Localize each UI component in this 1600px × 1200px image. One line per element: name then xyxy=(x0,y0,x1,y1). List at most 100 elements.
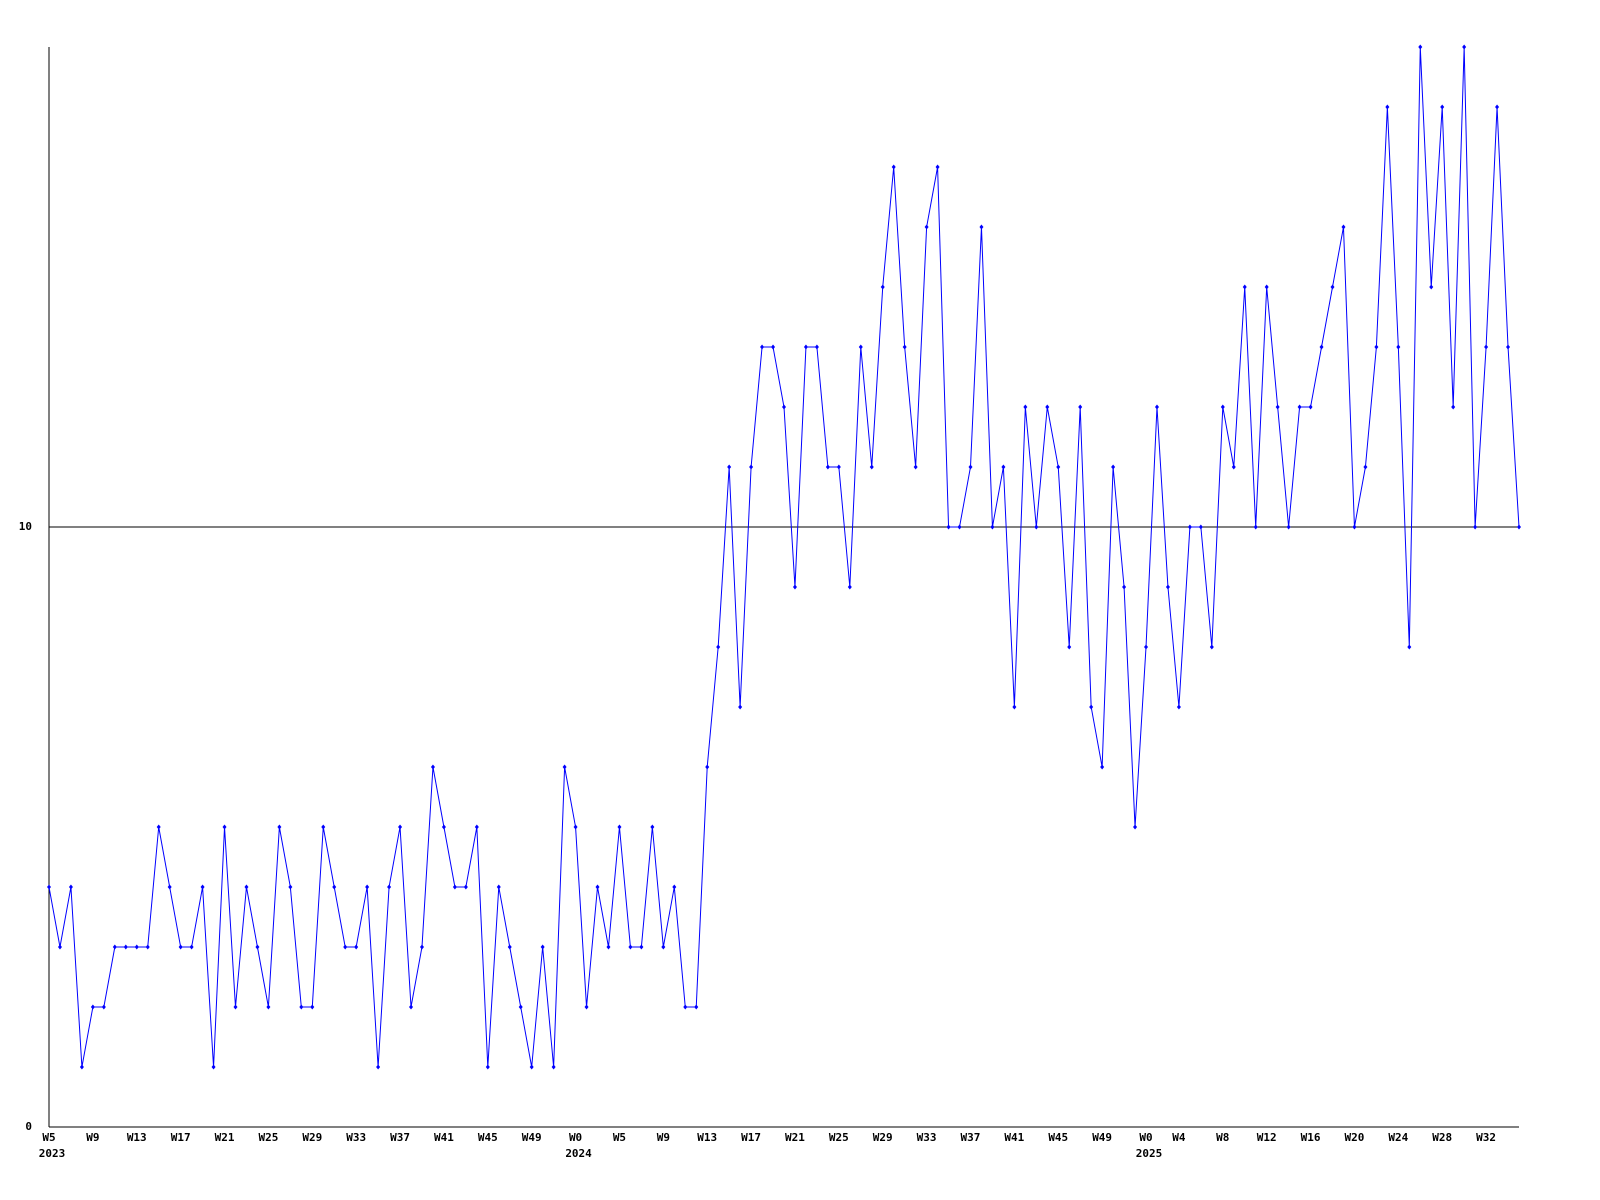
x-tick-label: W41 xyxy=(1004,1131,1024,1144)
x-tick-label: W25 xyxy=(829,1131,849,1144)
y-tick-label: 0 xyxy=(25,1120,32,1133)
data-point xyxy=(332,884,337,890)
x-tick-label: W49 xyxy=(522,1131,542,1144)
data-point xyxy=(1034,524,1039,530)
data-point xyxy=(1297,404,1302,410)
data-point xyxy=(946,524,951,530)
data-point xyxy=(452,884,457,890)
data-point xyxy=(1352,524,1357,530)
data-point xyxy=(1473,524,1478,530)
data-point xyxy=(189,944,194,950)
data-point xyxy=(1484,344,1489,350)
data-point xyxy=(1407,644,1412,650)
data-point xyxy=(518,1004,523,1010)
data-point xyxy=(211,1064,216,1070)
x-year-label: 2025 xyxy=(1136,1147,1163,1160)
data-point xyxy=(705,764,710,770)
data-point xyxy=(321,824,326,830)
data-point xyxy=(562,764,567,770)
data-point xyxy=(485,1064,490,1070)
x-year-label: 2023 xyxy=(39,1147,66,1160)
x-tick-label: W49 xyxy=(1092,1131,1112,1144)
data-point xyxy=(1089,704,1094,710)
data-point xyxy=(1330,284,1335,290)
data-point xyxy=(814,344,819,350)
x-tick-label: W29 xyxy=(302,1131,322,1144)
data-line xyxy=(48,46,1520,1068)
data-point xyxy=(288,884,293,890)
x-tick-label: W21 xyxy=(785,1131,805,1144)
data-point xyxy=(716,644,721,650)
data-point xyxy=(1209,644,1214,650)
x-tick-label: W0 xyxy=(569,1131,582,1144)
data-point xyxy=(496,884,501,890)
x-year-label: 2024 xyxy=(565,1147,592,1160)
data-point xyxy=(277,824,282,830)
x-tick-label: W17 xyxy=(171,1131,191,1144)
data-point xyxy=(1341,224,1346,230)
data-point xyxy=(167,884,172,890)
data-point xyxy=(365,884,370,890)
x-tick-label: W45 xyxy=(1048,1131,1068,1144)
x-tick-label: W32 xyxy=(1476,1131,1496,1144)
data-point xyxy=(573,824,578,830)
x-tick-label: W5 xyxy=(613,1131,626,1144)
x-tick-label: W45 xyxy=(478,1131,498,1144)
data-point xyxy=(1286,524,1291,530)
data-point xyxy=(1198,524,1203,530)
data-point xyxy=(661,944,666,950)
x-tick-label: W33 xyxy=(917,1131,937,1144)
data-point xyxy=(880,284,885,290)
y-tick-label: 10 xyxy=(19,520,32,533)
data-point xyxy=(1451,404,1456,410)
data-point xyxy=(858,344,863,350)
data-point xyxy=(1319,344,1324,350)
data-point xyxy=(1165,584,1170,590)
data-point xyxy=(760,344,765,350)
data-point xyxy=(1056,464,1061,470)
data-point xyxy=(1001,464,1006,470)
x-tick-label: W13 xyxy=(697,1131,717,1144)
x-tick-label: W4 xyxy=(1172,1131,1186,1144)
x-tick-label: W37 xyxy=(961,1131,981,1144)
data-point xyxy=(1045,404,1050,410)
data-point xyxy=(979,224,984,230)
x-tick-label: W16 xyxy=(1301,1131,1321,1144)
data-point xyxy=(968,464,973,470)
data-point xyxy=(310,1004,315,1010)
x-tick-label: W9 xyxy=(86,1131,99,1144)
data-point xyxy=(913,464,918,470)
data-point xyxy=(1220,404,1225,410)
data-point xyxy=(792,584,797,590)
x-tick-label: W41 xyxy=(434,1131,454,1144)
x-tick-label: W37 xyxy=(390,1131,410,1144)
data-point xyxy=(244,884,249,890)
data-point xyxy=(1308,404,1313,410)
data-point xyxy=(233,1004,238,1010)
data-point xyxy=(222,824,227,830)
data-point xyxy=(1242,284,1247,290)
data-point xyxy=(123,944,128,950)
data-point xyxy=(694,1004,699,1010)
data-point xyxy=(749,464,754,470)
data-point xyxy=(869,464,874,470)
data-point xyxy=(79,1064,84,1070)
data-point xyxy=(112,944,117,950)
data-point xyxy=(727,464,732,470)
data-point xyxy=(1100,764,1105,770)
data-point xyxy=(606,944,611,950)
data-point xyxy=(683,1004,688,1010)
data-point xyxy=(650,824,655,830)
x-tick-label: W13 xyxy=(127,1131,147,1144)
data-point xyxy=(771,344,776,350)
data-point xyxy=(924,224,929,230)
data-point xyxy=(1253,524,1258,530)
x-tick-label: W12 xyxy=(1257,1131,1277,1144)
data-point xyxy=(551,1064,556,1070)
data-point xyxy=(1067,644,1072,650)
data-point xyxy=(1363,464,1368,470)
data-point xyxy=(1154,404,1159,410)
data-point xyxy=(902,344,907,350)
data-point xyxy=(1275,404,1280,410)
